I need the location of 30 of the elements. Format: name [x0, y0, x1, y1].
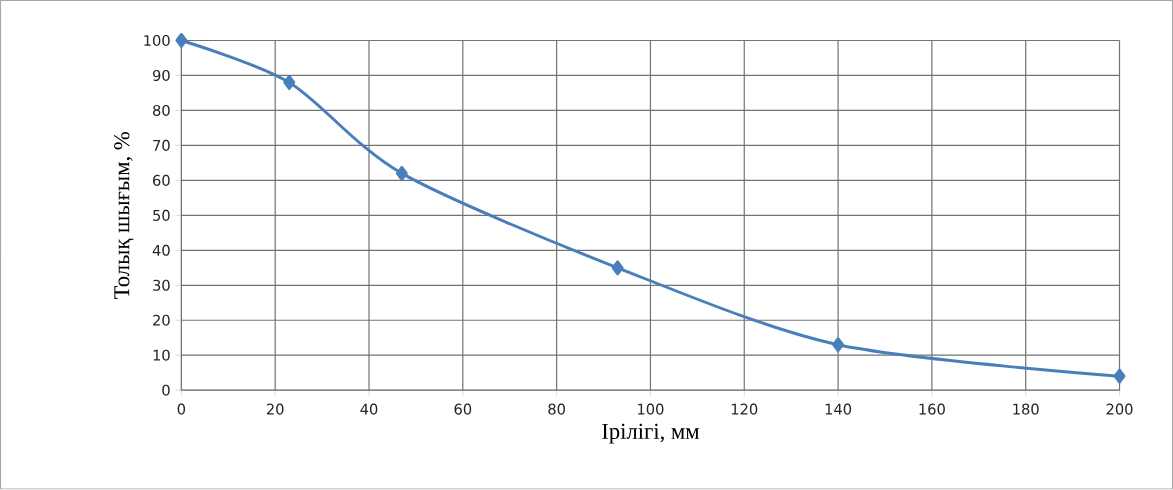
x-axis-title: Ірілігі, мм: [602, 423, 700, 444]
x-tick-label: 40: [360, 403, 378, 415]
y-tick-label: 90: [152, 70, 170, 82]
x-tick-label: 120: [731, 403, 758, 415]
y-tick-label: 60: [153, 175, 170, 187]
y-axis-title: Толық шығым, %: [114, 132, 134, 300]
x-tick-label: 180: [1013, 403, 1039, 415]
point: [175, 33, 188, 49]
y-tick-label: 0: [162, 384, 170, 396]
y-tick-label: 10: [153, 349, 170, 361]
y-tick-label: 100: [144, 35, 170, 47]
x-tick-label: 20: [266, 403, 284, 415]
x-tick-label: 140: [825, 403, 852, 415]
x-tick-label: 200: [1106, 403, 1133, 415]
point: [395, 166, 408, 182]
point: [611, 260, 624, 276]
x-tick-label: 80: [548, 403, 565, 415]
x-tick-label: 160: [919, 403, 945, 415]
y-tick-label: 70: [153, 140, 170, 152]
y-tick-label: 20: [153, 314, 170, 326]
y-tick-label: 30: [153, 279, 170, 292]
y-tick-label: 80: [153, 105, 170, 117]
y-tick-label: 50: [153, 210, 170, 222]
x-tick-label: 100: [638, 403, 664, 415]
x-tick-label: 60: [454, 403, 472, 415]
point: [832, 337, 845, 353]
x-tick-label: 0: [177, 403, 186, 415]
point: [1113, 368, 1126, 384]
point: [283, 75, 296, 91]
y-tick-label: 40: [152, 244, 170, 257]
